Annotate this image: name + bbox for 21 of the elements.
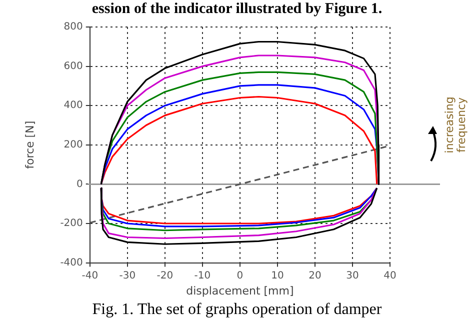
x-tick-label: -20 (156, 270, 174, 282)
x-tick-label: -40 (82, 270, 98, 282)
y-axis-title: force [N] (23, 120, 36, 169)
x-tick-label: 30 (346, 270, 359, 282)
y-tick-label: -400 (60, 257, 83, 268)
text: increasing frequency (442, 96, 468, 154)
caption: Fig. 1. The set of graphs operation of damper (91, 300, 383, 320)
y-tick-label: 600 (64, 60, 83, 72)
x-tick-label: -30 (119, 270, 136, 282)
x-tick-label: 10 (271, 270, 284, 282)
x-tick-label: -10 (194, 270, 211, 282)
x-axis-title: displacement [mm] (186, 284, 294, 298)
x-tick-label: 20 (308, 270, 322, 282)
x-tick-label: 0 (236, 270, 244, 282)
y-tick-label: 0 (76, 178, 83, 190)
y-tick-label: -200 (60, 218, 83, 230)
x-tick-label: 40 (384, 270, 396, 282)
y-tick-label: 800 (64, 22, 83, 33)
text: ession of the indicator illustrated by Figure 1. (90, 0, 384, 18)
y-tick-label: 400 (64, 100, 83, 112)
y-tick-label: 200 (64, 139, 83, 150)
